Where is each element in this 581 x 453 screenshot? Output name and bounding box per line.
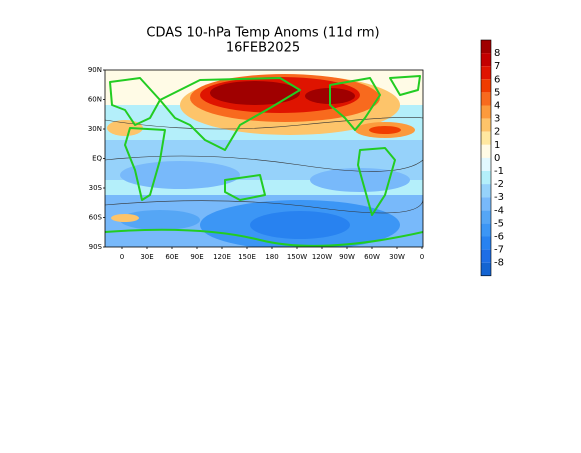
colorbar-swatch: [481, 53, 491, 67]
colorbar-label: 2: [494, 127, 500, 138]
colorbar-swatch: [481, 105, 491, 119]
lon-label: 150E: [238, 253, 256, 261]
colorbar-swatch: [481, 236, 491, 250]
lon-label: 60W: [364, 253, 380, 261]
lon-label: 60E: [165, 253, 178, 261]
lat-label: 30S: [89, 184, 103, 192]
colorbar-swatch: [481, 262, 491, 276]
colorbar-label: 4: [494, 101, 500, 112]
colorbar-label: -6: [494, 232, 504, 243]
colorbar-swatch: [481, 131, 491, 145]
colorbar-label: 3: [494, 114, 500, 125]
colorbar-swatch: [481, 66, 491, 80]
lon-label: 180: [265, 253, 278, 261]
map-date: 16FEB2025: [226, 41, 300, 56]
colorbar-swatch: [481, 144, 491, 158]
colorbar-frame: [480, 39, 492, 277]
lat-label: 30N: [88, 125, 102, 133]
lat-label: EQ: [92, 155, 102, 163]
colorbar-swatch: [481, 184, 491, 198]
lon-label: 150W: [287, 253, 307, 261]
colorbar-swatch: [481, 171, 491, 185]
colorbar-swatch: [481, 210, 491, 224]
colorbar-label: 7: [494, 61, 500, 72]
colorbar-label: 6: [494, 74, 500, 85]
colorbar-swatch: [481, 197, 491, 211]
colorbar-label: 0: [494, 153, 500, 164]
colorbar-label: -3: [494, 192, 504, 203]
lon-label: 30W: [389, 253, 405, 261]
colorbar-swatch: [481, 223, 491, 237]
map-title: CDAS 10-hPa Temp Anoms (11d rm): [146, 26, 379, 41]
colorbar-label: -1: [494, 166, 504, 177]
colorbar-label: -2: [494, 179, 504, 190]
colorbar-label: -8: [494, 258, 504, 269]
lon-label: 120E: [213, 253, 231, 261]
lat-label: 90S: [89, 243, 103, 251]
lon-label: 0: [120, 253, 124, 261]
colorbar-swatch: [481, 249, 491, 263]
colorbar-label: 5: [494, 87, 500, 98]
lon-label: 90E: [190, 253, 203, 261]
colorbar-swatch: [481, 40, 491, 54]
lon-label: 120W: [312, 253, 332, 261]
colorbar-label: -4: [494, 205, 504, 216]
colorbar-label: 1: [494, 140, 500, 151]
colorbar-label: -5: [494, 218, 504, 229]
colorbar-swatch: [481, 118, 491, 132]
lon-label: 0: [420, 253, 424, 261]
map-field: [105, 70, 423, 247]
lon-label: 90W: [339, 253, 355, 261]
colorbar-swatch: [481, 92, 491, 106]
lat-label: 60N: [88, 96, 102, 104]
colorbar-swatch: [481, 157, 491, 171]
lat-label: 60S: [89, 214, 103, 222]
colorbar: 8 7 6 5 4 3 2 1 0 -1 -2 -3 -4 -5 -6 -7 -8: [480, 39, 504, 277]
lon-label: 30E: [140, 253, 153, 261]
colorbar-label: 8: [494, 48, 500, 59]
colorbar-swatch: [481, 79, 491, 93]
colorbar-label: -7: [494, 245, 504, 256]
lat-label: 90N: [88, 66, 102, 74]
